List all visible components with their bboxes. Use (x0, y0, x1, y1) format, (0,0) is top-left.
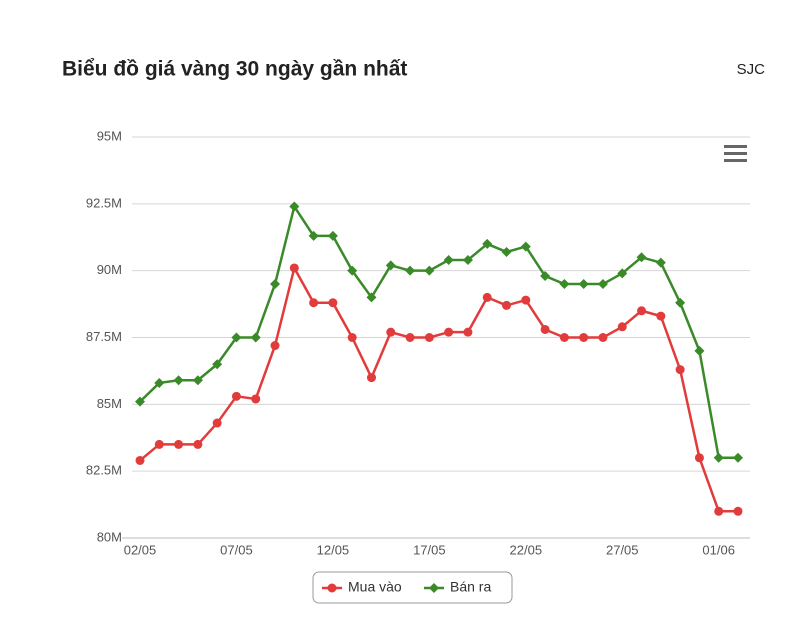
point (714, 506, 724, 516)
point (231, 332, 242, 343)
y-tick-label: 87.5M (86, 329, 122, 344)
point (598, 333, 608, 342)
point (520, 241, 531, 252)
point (482, 292, 492, 302)
point (444, 327, 454, 337)
y-tick-label: 92.5M (86, 195, 122, 210)
point (462, 254, 473, 265)
y-tick-label: 85M (97, 396, 122, 411)
series-line (139, 266, 738, 513)
point (328, 298, 338, 308)
x-tick-label: 22/05 (510, 542, 543, 557)
point (289, 201, 300, 212)
point (192, 375, 203, 386)
point (482, 238, 493, 249)
legend-item[interactable]: Mua vào (322, 579, 402, 595)
point (135, 455, 145, 465)
x-tick-label: 12/05 (317, 542, 350, 557)
point (308, 230, 319, 241)
point (694, 453, 704, 463)
chart-subtitle: SJC (737, 61, 766, 78)
legend-box (312, 571, 513, 604)
point (424, 333, 434, 342)
point (655, 257, 666, 268)
point (637, 306, 647, 316)
point (327, 230, 338, 241)
point (173, 375, 184, 386)
point (501, 246, 512, 257)
point (733, 452, 743, 463)
point (347, 265, 358, 276)
x-tick-label: 07/05 (220, 542, 253, 557)
point (429, 583, 439, 593)
y-tick-label: 90M (97, 262, 122, 277)
point (405, 333, 415, 342)
legend-item[interactable]: Bán ra (424, 579, 491, 595)
point (135, 396, 145, 407)
point (636, 252, 647, 263)
point (212, 418, 222, 428)
point (405, 265, 416, 276)
series-line (139, 205, 738, 460)
point (675, 297, 686, 308)
point (193, 439, 203, 449)
point (443, 254, 454, 265)
point (289, 263, 299, 273)
point (424, 265, 435, 276)
point (327, 583, 337, 593)
point (521, 295, 531, 305)
point (617, 322, 627, 332)
point (540, 271, 551, 282)
point (579, 333, 589, 342)
point (694, 345, 705, 356)
point (385, 260, 396, 271)
point (463, 327, 473, 337)
chart-title: Biểu đồ giá vàng 30 ngày gần nhất (62, 58, 407, 81)
legend-label: Bán ra (450, 579, 491, 595)
point (347, 333, 357, 342)
y-tick-label: 80M (97, 529, 122, 544)
point (154, 439, 164, 449)
point (174, 439, 184, 449)
point (212, 359, 223, 370)
point (366, 373, 376, 383)
point (502, 300, 512, 310)
point (617, 268, 628, 279)
menu-bar (724, 159, 747, 162)
point (231, 391, 241, 401)
point (366, 292, 377, 303)
point (251, 394, 261, 404)
point (386, 327, 396, 337)
point (270, 341, 280, 351)
y-tick-label: 95M (97, 128, 122, 143)
point (733, 506, 743, 516)
point (154, 377, 165, 388)
point (597, 279, 608, 290)
point (250, 332, 261, 343)
legend-label: Mua vào (348, 579, 402, 595)
menu-bar (724, 145, 747, 148)
point (559, 279, 570, 290)
point (309, 298, 319, 308)
point (559, 333, 569, 342)
menu-bar (724, 152, 747, 155)
x-tick-label: 27/05 (606, 542, 639, 557)
y-tick-label: 82.5M (86, 463, 122, 478)
x-tick-label: 17/05 (413, 542, 446, 557)
point (675, 365, 685, 375)
point (713, 452, 724, 463)
x-tick-label: 02/05 (124, 542, 157, 557)
point (656, 311, 666, 321)
point (540, 324, 550, 334)
point (270, 279, 281, 290)
menu-button[interactable] (724, 145, 747, 162)
point (578, 279, 589, 290)
x-tick-label: 01/06 (702, 542, 735, 557)
